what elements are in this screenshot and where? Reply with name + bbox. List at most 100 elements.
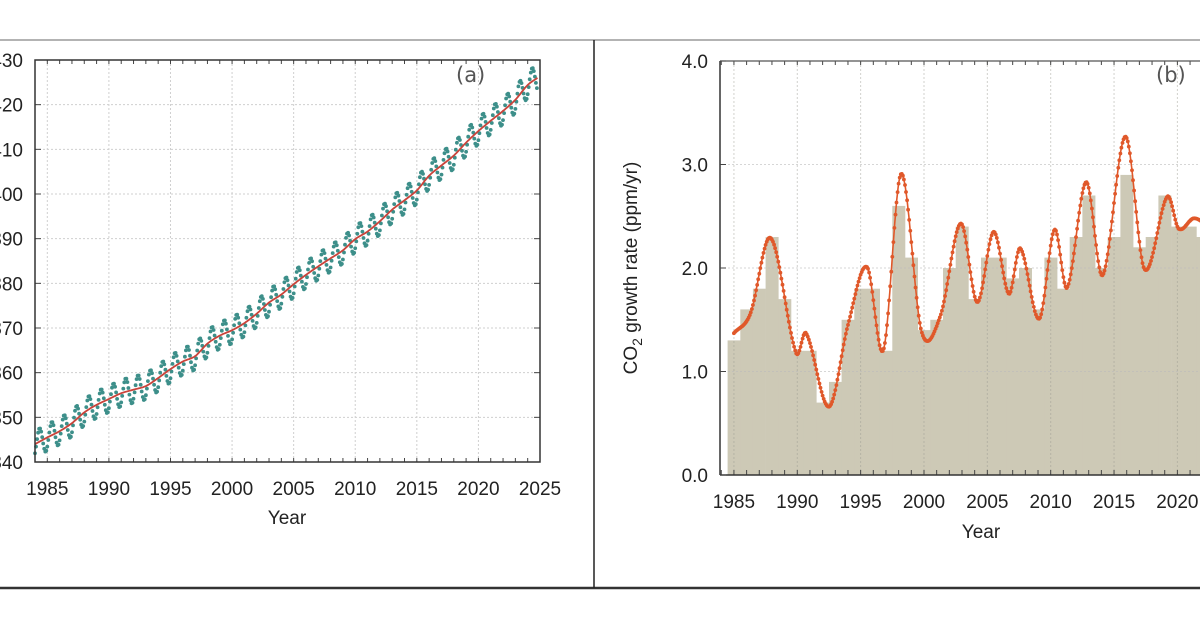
x-tick-label: 2025 xyxy=(519,479,561,500)
monthly-point xyxy=(235,312,240,317)
curve-point xyxy=(947,269,952,274)
monthly-point xyxy=(364,243,369,248)
monthly-point xyxy=(336,255,341,259)
x-tick-label: 2010 xyxy=(334,479,376,500)
curve-point xyxy=(785,313,790,318)
curve-point xyxy=(1060,268,1065,272)
curve-point xyxy=(915,305,920,310)
curve-point xyxy=(762,246,767,251)
curve-point xyxy=(980,286,984,291)
curve-point xyxy=(809,345,813,349)
monthly-point xyxy=(312,271,317,275)
monthly-point xyxy=(398,205,403,210)
monthly-point xyxy=(96,398,101,402)
monthly-point xyxy=(405,186,410,191)
smoothed-curve-points xyxy=(732,134,1200,409)
monthly-point xyxy=(125,380,130,384)
curve-point xyxy=(799,340,804,345)
monthly-point xyxy=(318,259,323,263)
curve-point xyxy=(1105,252,1110,257)
monthly-point xyxy=(82,419,87,424)
curve-point xyxy=(910,251,915,256)
curve-point xyxy=(846,323,850,327)
curve-point xyxy=(1022,256,1027,261)
curve-point xyxy=(965,247,970,252)
monthly-point xyxy=(359,224,364,229)
monthly-point xyxy=(355,231,360,236)
curve-point xyxy=(1065,285,1070,289)
curve-point xyxy=(752,298,756,303)
curve-point xyxy=(935,321,940,326)
monthly-point xyxy=(95,405,100,410)
bar-2012 xyxy=(1069,237,1083,475)
curve-point xyxy=(948,262,953,267)
monthly-point xyxy=(204,355,209,360)
monthly-point xyxy=(434,164,439,169)
monthly-point xyxy=(199,339,204,343)
curve-point xyxy=(1092,224,1096,229)
monthly-point xyxy=(101,396,106,401)
curve-point xyxy=(964,240,969,245)
curve-point xyxy=(954,230,959,235)
y-tick-label: 4.0 xyxy=(682,52,708,73)
curve-point xyxy=(783,301,788,306)
curve-point xyxy=(1004,286,1009,290)
curve-point xyxy=(981,280,985,285)
curve-point xyxy=(1091,215,1095,220)
monthly-point xyxy=(282,280,287,285)
bar-2022 xyxy=(1196,237,1200,475)
curve-point xyxy=(779,276,784,281)
monthly-point xyxy=(181,362,186,366)
curve-point xyxy=(902,177,906,182)
monthly-point xyxy=(266,314,270,319)
y-tick-label: 430 xyxy=(0,51,23,72)
x-tick-label: 2000 xyxy=(903,492,945,513)
monthly-point xyxy=(176,365,181,370)
monthly-point xyxy=(309,256,313,261)
monthly-point xyxy=(268,302,272,307)
curve-point xyxy=(748,310,753,315)
curve-point xyxy=(1010,280,1015,285)
curve-point xyxy=(1028,289,1033,294)
monthly-point xyxy=(307,261,311,265)
curve-point xyxy=(913,285,918,290)
curve-point xyxy=(1113,191,1117,196)
monthly-point xyxy=(62,413,67,418)
curve-point xyxy=(773,246,777,251)
monthly-point xyxy=(184,348,188,353)
curve-point xyxy=(847,319,851,323)
monthly-point xyxy=(395,190,400,195)
bar-1987 xyxy=(752,288,766,475)
curve-point xyxy=(844,331,848,336)
curve-point xyxy=(1067,277,1072,282)
monthly-point xyxy=(521,91,526,96)
monthly-point xyxy=(323,256,328,261)
curve-point xyxy=(1139,255,1144,260)
bar-2018 xyxy=(1145,237,1159,475)
monthly-point xyxy=(69,434,73,439)
monthly-point xyxy=(208,329,213,334)
monthly-point xyxy=(429,167,434,172)
curve-point xyxy=(1114,182,1118,187)
curve-point xyxy=(1058,252,1063,257)
curve-point xyxy=(751,303,755,307)
curve-point xyxy=(851,301,856,305)
bar-2020 xyxy=(1171,226,1185,475)
curve-point xyxy=(1069,266,1074,270)
monthly-point xyxy=(88,397,93,401)
monthly-point xyxy=(296,265,301,270)
monthly-point xyxy=(281,287,286,291)
monthly-point xyxy=(256,306,261,310)
monthly-point xyxy=(315,278,320,282)
monthly-point xyxy=(390,216,395,221)
curve-point xyxy=(883,341,887,345)
curve-point xyxy=(969,277,974,282)
monthly-point xyxy=(126,386,131,390)
monthly-point xyxy=(341,257,345,262)
monthly-point xyxy=(163,367,168,372)
curve-point xyxy=(818,385,823,390)
monthly-point xyxy=(285,278,290,283)
monthly-point xyxy=(44,448,49,453)
monthly-point xyxy=(270,288,274,293)
monthly-point xyxy=(90,409,95,413)
